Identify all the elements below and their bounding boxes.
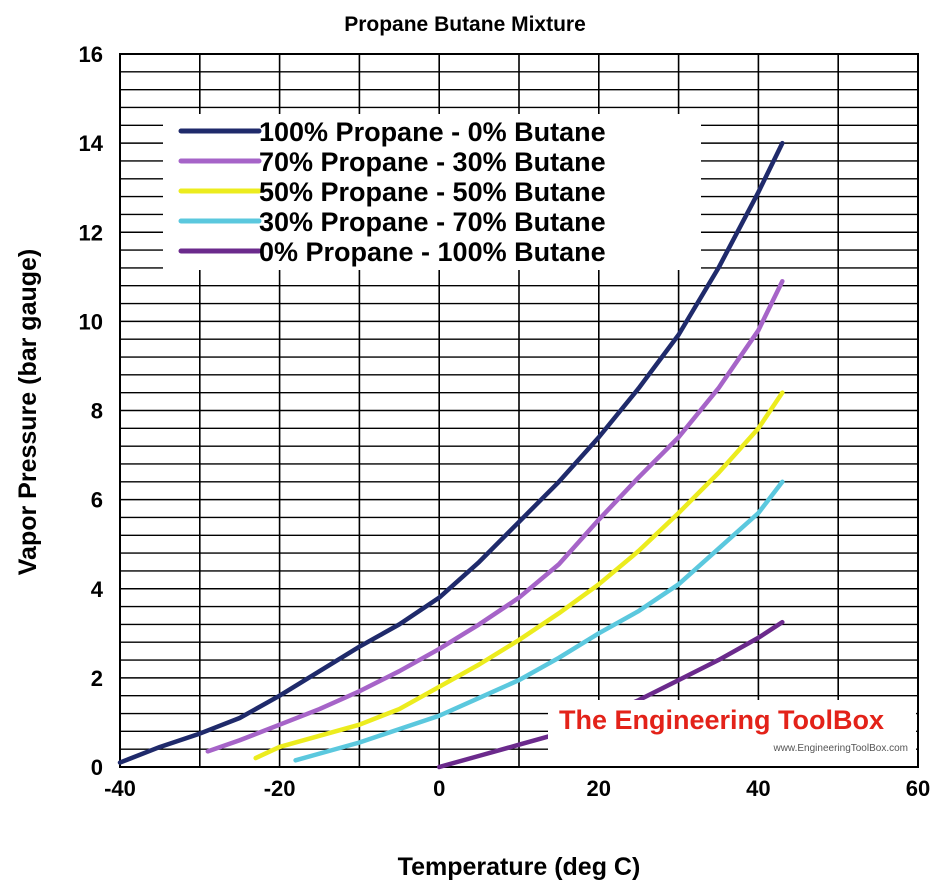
y-tick-label: 8 bbox=[91, 399, 103, 424]
y-tick-labels: 0 2 4 6 8 10 12 14 16 bbox=[79, 42, 104, 780]
series-line-3 bbox=[253, 390, 785, 761]
series-line-1 bbox=[117, 140, 785, 765]
watermark-title: The Engineering ToolBox bbox=[559, 705, 884, 735]
watermark: The Engineering ToolBox www.EngineeringT… bbox=[548, 700, 916, 766]
watermark-box bbox=[548, 700, 916, 766]
y-tick-label: 10 bbox=[79, 309, 103, 334]
watermark-url: www.EngineeringToolBox.com bbox=[772, 743, 908, 754]
y-tick-label: 2 bbox=[91, 666, 103, 691]
plot-frame bbox=[119, 53, 919, 768]
legend-label-4: 30% Propane - 70% Butane bbox=[259, 207, 606, 237]
x-tick-label: 0 bbox=[433, 776, 445, 801]
x-tick-label: -40 bbox=[104, 776, 136, 801]
x-tick-label: 20 bbox=[587, 776, 611, 801]
grid bbox=[120, 54, 918, 767]
x-tick-label: 40 bbox=[746, 776, 770, 801]
y-tick-label: 14 bbox=[79, 131, 104, 156]
y-tick-label: 12 bbox=[79, 220, 103, 245]
x-axis-title: Temperature (deg C) bbox=[398, 853, 641, 881]
y-axis-title: Vapor Pressure (bar gauge) bbox=[14, 249, 42, 576]
y-tick-label: 6 bbox=[91, 488, 103, 513]
y-tick-label: 0 bbox=[91, 755, 103, 780]
legend-label-5: 0% Propane - 100% Butane bbox=[259, 237, 606, 267]
chart-title: Propane Butane Mixture bbox=[344, 13, 586, 36]
y-tick-label: 4 bbox=[91, 577, 104, 602]
legend-label-2: 70% Propane - 30% Butane bbox=[259, 147, 606, 177]
legend-label-1: 100% Propane - 0% Butane bbox=[259, 117, 606, 147]
x-tick-label: -20 bbox=[264, 776, 296, 801]
x-tick-label: 60 bbox=[906, 776, 930, 801]
x-tick-labels: -40 -20 0 20 40 60 bbox=[104, 776, 930, 801]
series-line-4 bbox=[293, 479, 785, 763]
y-tick-label: 16 bbox=[79, 42, 103, 67]
legend-label-3: 50% Propane - 50% Butane bbox=[259, 177, 606, 207]
series-line-2 bbox=[205, 279, 785, 754]
